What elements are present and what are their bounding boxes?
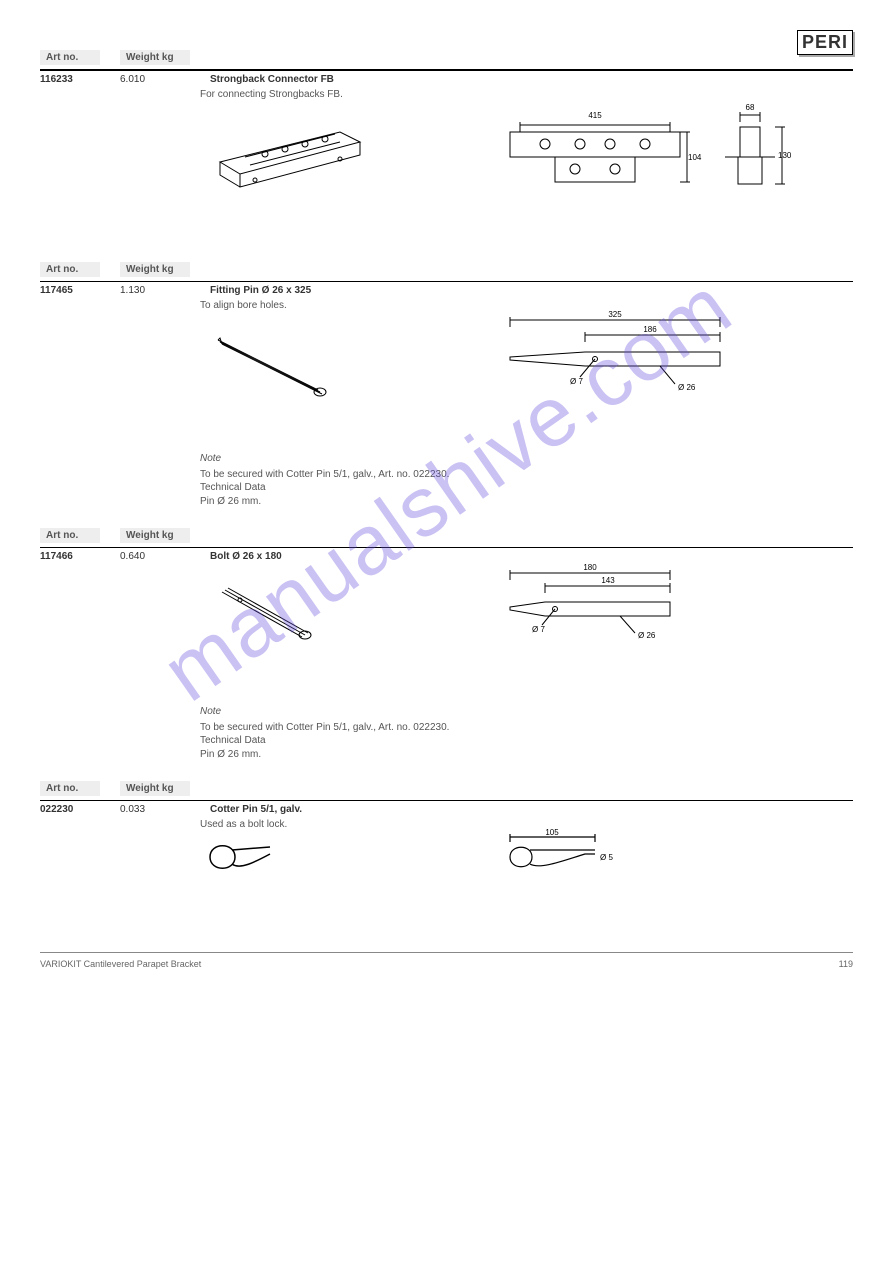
item-name: Strongback Connector FB (210, 74, 530, 85)
item-name: Fitting Pin Ø 26 x 325 (210, 285, 530, 296)
footer-right: 119 (839, 959, 853, 969)
svg-text:186: 186 (643, 325, 657, 334)
tech-body: Pin Ø 26 mm. (200, 495, 853, 509)
svg-text:130: 130 (778, 151, 792, 160)
svg-text:Ø 26: Ø 26 (678, 383, 696, 392)
col-weight-label: Weight kg (120, 262, 190, 277)
tech-body: Pin Ø 26 mm. (200, 748, 853, 762)
tech-label: Technical Data (200, 734, 853, 748)
svg-text:415: 415 (588, 111, 602, 120)
front-drawing: 415 104 (500, 102, 690, 212)
tech-label: Technical Data (200, 481, 853, 495)
col-art-label: Art no. (40, 528, 100, 543)
footer: VARIOKIT Cantilevered Parapet Bracket 11… (40, 952, 853, 969)
svg-text:143: 143 (601, 576, 615, 585)
svg-text:Ø 26: Ø 26 (638, 631, 656, 640)
iso-drawing (200, 832, 500, 882)
logo: PERI (797, 30, 853, 55)
iso-drawing (200, 565, 500, 655)
art-no: 117466 (40, 551, 100, 562)
svg-text:180: 180 (583, 563, 597, 572)
item-name: Bolt Ø 26 x 180 (210, 551, 530, 562)
svg-text:Ø 5: Ø 5 (600, 853, 613, 862)
dim-drawing: 105 Ø 5 (500, 832, 620, 882)
note-heading: Note (200, 452, 853, 466)
footer-left: VARIOKIT Cantilevered Parapet Bracket (40, 959, 201, 969)
item-desc: To align bore holes. (200, 299, 853, 313)
col-weight-label: Weight kg (120, 528, 190, 543)
art-no: 117465 (40, 285, 100, 296)
svg-text:325: 325 (608, 310, 622, 319)
weight: 1.130 (120, 285, 190, 296)
weight: 0.640 (120, 551, 190, 562)
svg-text:Ø 7: Ø 7 (570, 377, 583, 386)
item-name: Cotter Pin 5/1, galv. (210, 804, 530, 815)
item-desc: For connecting Strongbacks FB. (200, 88, 853, 102)
art-no: 022230 (40, 804, 100, 815)
iso-drawing (200, 312, 500, 412)
svg-text:105: 105 (545, 828, 559, 837)
art-no: 116233 (40, 74, 100, 85)
col-art-label: Art no. (40, 50, 100, 65)
iso-drawing (200, 102, 500, 202)
weight: 6.010 (120, 74, 190, 85)
col-art-label: Art no. (40, 781, 100, 796)
note-body: To be secured with Cotter Pin 5/1, galv.… (200, 722, 449, 733)
dim-drawing: 325 186 Ø 7 Ø 26 (500, 312, 730, 402)
dim-drawing: 180 143 Ø 7 Ø 26 (500, 565, 690, 645)
col-weight-label: Weight kg (120, 50, 190, 65)
side-drawing: 68 130 (720, 102, 790, 212)
svg-text:68: 68 (746, 103, 755, 112)
svg-text:104: 104 (688, 153, 702, 162)
col-art-label: Art no. (40, 262, 100, 277)
item-desc: Used as a bolt lock. (200, 818, 853, 832)
col-weight-label: Weight kg (120, 781, 190, 796)
note-body: To be secured with Cotter Pin 5/1, galv.… (200, 469, 449, 480)
weight: 0.033 (120, 804, 190, 815)
svg-text:Ø 7: Ø 7 (532, 625, 545, 634)
note-heading: Note (200, 705, 853, 719)
